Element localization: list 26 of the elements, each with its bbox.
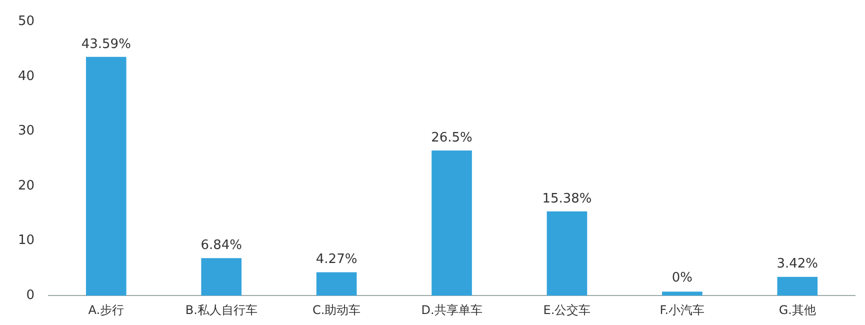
y-tick-label: 10 <box>18 233 35 248</box>
y-tick-label: 0 <box>26 288 35 303</box>
data-label: 26.5% <box>431 130 472 146</box>
x-tick-label: F.小汽车 <box>660 302 705 317</box>
y-tick-label: 30 <box>18 124 35 139</box>
data-label: 15.38% <box>542 191 592 206</box>
data-label: 6.84% <box>200 238 242 254</box>
bar <box>777 276 818 296</box>
data-label: 3.42% <box>776 256 818 272</box>
bar <box>546 211 588 296</box>
x-tick-label: A.步行 <box>88 302 124 317</box>
y-tick-label: 50 <box>18 14 35 30</box>
x-tick-label: D.共享单车 <box>421 302 482 317</box>
x-tick-label: C.助动车 <box>312 302 361 317</box>
y-tick-label: 40 <box>18 68 35 84</box>
data-label: 0% <box>672 270 692 286</box>
data-label: 4.27% <box>316 252 358 268</box>
bar <box>316 272 357 296</box>
x-tick-label: B.私人自行车 <box>185 302 258 317</box>
bar <box>201 258 242 296</box>
bar <box>86 56 126 296</box>
bar <box>432 150 472 296</box>
y-tick-label: 20 <box>18 178 35 194</box>
data-label: 43.59% <box>81 36 131 52</box>
x-tick-label: G.其他 <box>778 302 816 317</box>
x-tick-label: E.公交车 <box>543 302 591 317</box>
